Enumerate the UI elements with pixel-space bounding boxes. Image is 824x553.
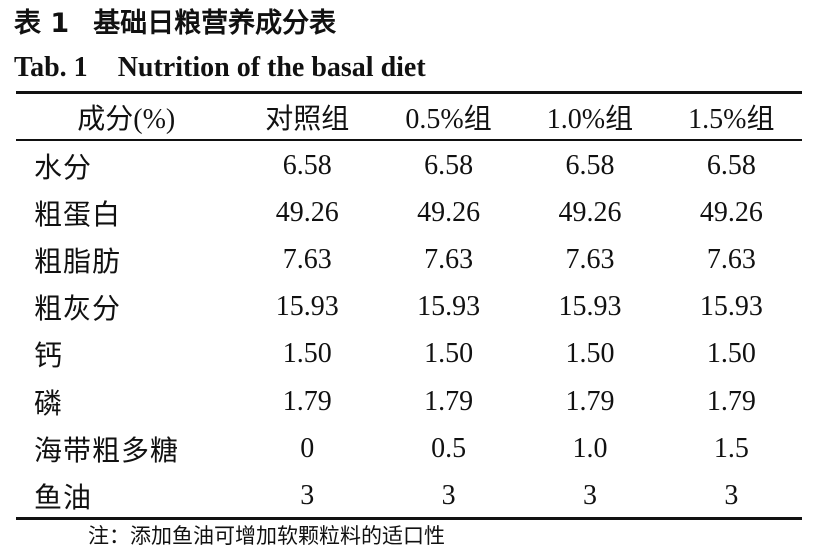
table-cell: 1.79 [424, 385, 474, 417]
table-number-chinese: 表 1 [14, 8, 70, 39]
table-cell: 1.50 [565, 338, 615, 370]
table-cell: 1.79 [565, 385, 615, 417]
table-cell: 49.26 [699, 196, 763, 228]
table-cell: 49.26 [417, 196, 481, 228]
table-caption-english: Tab. 1 Nutrition of the basal diet [14, 50, 426, 86]
row-label: 钙 [34, 341, 64, 373]
table-cell: 15.93 [558, 291, 622, 323]
row-label: 海带粗多糖 [34, 435, 180, 467]
table-row: 水分 6.58 6.58 6.58 6.58 [16, 139, 802, 189]
table-cell: 6.58 [424, 149, 474, 181]
row-label: 磷 [34, 388, 64, 420]
row-label: 粗灰分 [34, 294, 122, 326]
table-cell: 7.63 [565, 243, 615, 275]
column-header-1.0-percent: 1.0%组 [546, 103, 634, 135]
table-cell: 7.63 [706, 243, 756, 275]
table-cell: 1.79 [282, 385, 332, 417]
table-cell: 3 [300, 479, 315, 511]
table-number-english: Tab. 1 [14, 52, 88, 83]
table-caption-chinese: 表 1 基础日粮营养成分表 [14, 4, 336, 44]
table-cell: 15.93 [417, 291, 481, 323]
row-label: 粗蛋白 [34, 199, 122, 231]
table-cell: 1.50 [424, 338, 474, 370]
table-header-row: 成分(%) 对照组 0.5%组 1.0%组 1.5%组 [16, 94, 802, 139]
table-footnote: 注：添加鱼油可增加软颗粒料的适口性 [88, 524, 445, 548]
table-cell: 3 [441, 479, 456, 511]
table-title-chinese: 基础日粮营养成分表 [93, 8, 337, 39]
table-cell: 3 [724, 479, 739, 511]
row-label: 鱼油 [34, 482, 93, 514]
table-cell: 1.79 [706, 385, 756, 417]
table-cell: 7.63 [282, 243, 332, 275]
table-cell: 6.58 [282, 149, 332, 181]
nutrition-table: 成分(%) 对照组 0.5%组 1.0%组 1.5%组 水分 6.58 6.58… [16, 94, 802, 520]
table-row: 粗脂肪 7.63 7.63 7.63 7.63 [16, 236, 802, 283]
table-cell: 3 [582, 479, 597, 511]
table-title-english: Nutrition of the basal diet [117, 52, 426, 83]
table-cell: 15.93 [699, 291, 763, 323]
row-label: 水分 [34, 152, 93, 184]
table-cell: 6.58 [706, 149, 756, 181]
row-label: 粗脂肪 [34, 246, 122, 278]
column-header-0.5-percent: 0.5%组 [405, 103, 492, 135]
table-top-rule [16, 91, 802, 94]
column-header-control: 对照组 [265, 103, 350, 135]
table-row: 海带粗多糖 0 0.5 1.0 1.5 [16, 425, 802, 472]
table-row: 磷 1.79 1.79 1.79 1.79 [16, 378, 802, 425]
table-cell: 1.50 [706, 338, 756, 370]
table-cell: 1.0 [572, 432, 608, 464]
table-cell: 1.50 [282, 338, 332, 370]
table-cell: 49.26 [275, 196, 339, 228]
table-cell: 15.93 [275, 291, 339, 323]
table-cell: 1.5 [713, 432, 749, 464]
table-row: 粗蛋白 49.26 49.26 49.26 49.26 [16, 189, 802, 236]
table-cell: 49.26 [558, 196, 622, 228]
table-cell: 6.58 [565, 149, 615, 181]
table-cell: 0.5 [431, 432, 467, 464]
table-row: 鱼油 3 3 3 3 [16, 472, 802, 519]
table-cell: 7.63 [424, 243, 474, 275]
column-header-1.5-percent: 1.5%组 [688, 103, 775, 135]
table-bottom-rule [16, 517, 802, 520]
table-cell: 0 [300, 432, 315, 464]
table-row: 粗灰分 15.93 15.93 15.93 15.93 [16, 284, 802, 331]
table-header-rule [16, 139, 802, 141]
table-row: 钙 1.50 1.50 1.50 1.50 [16, 331, 802, 378]
column-header-ingredient: 成分(%) [77, 103, 176, 135]
